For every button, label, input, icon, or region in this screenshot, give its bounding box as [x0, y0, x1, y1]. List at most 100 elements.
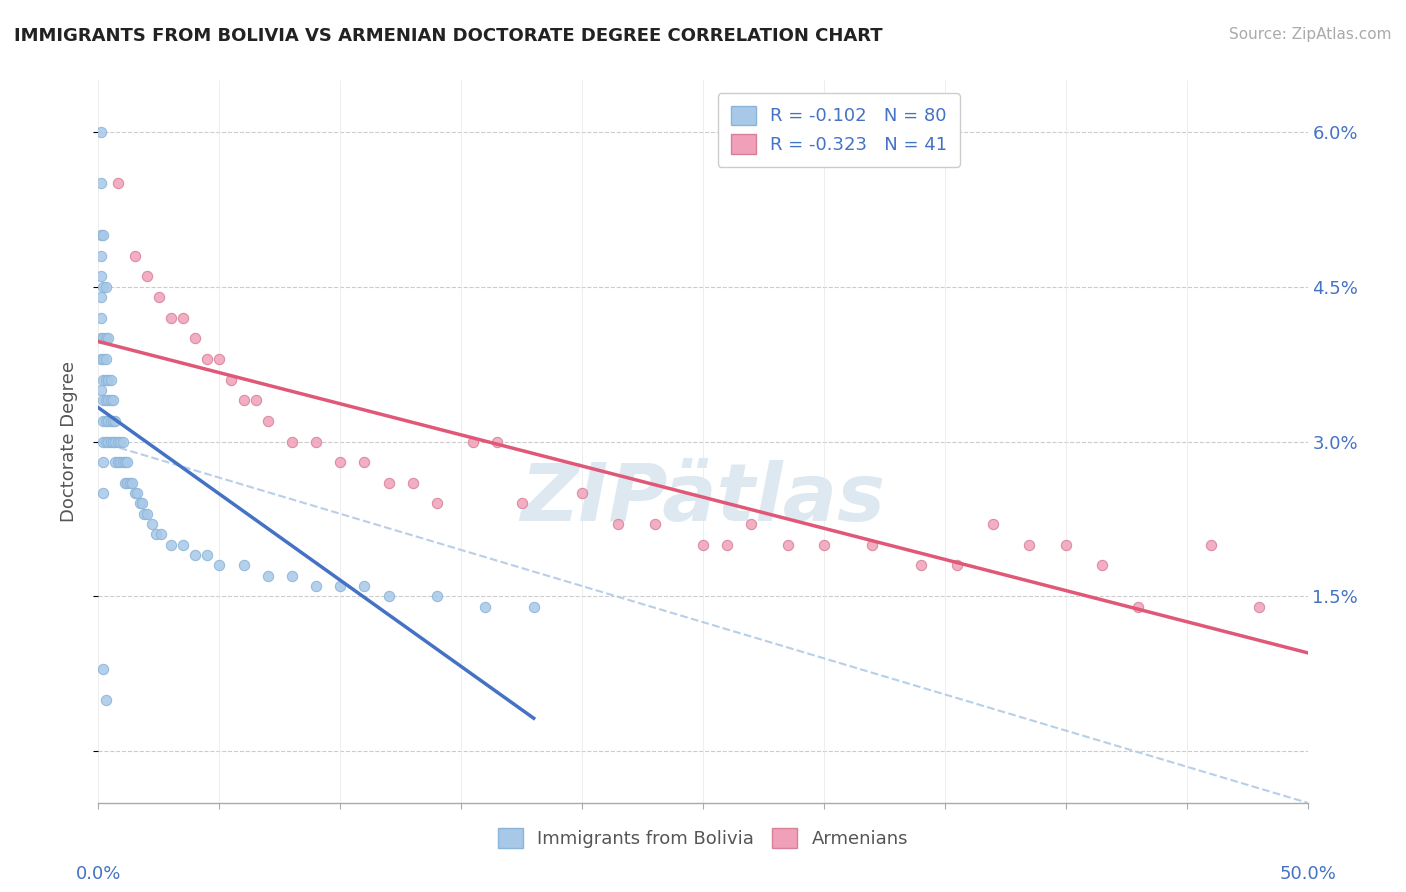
Point [100, 393, 122, 408]
Point [1091, 558, 1114, 573]
Legend: Immigrants from Bolivia, Armenians: Immigrants from Bolivia, Armenians [486, 817, 920, 859]
Point [91, 331, 114, 345]
Point [94, 279, 117, 293]
Point [97, 393, 120, 408]
Point [135, 269, 157, 284]
Point [571, 486, 593, 500]
Point [221, 373, 243, 387]
Point [91, 434, 114, 449]
Point [94, 414, 117, 428]
Point [91, 414, 114, 428]
Point [100, 373, 122, 387]
Point [118, 475, 141, 490]
Point [90, 290, 112, 304]
Point [946, 558, 969, 573]
Point [104, 455, 127, 469]
Point [402, 475, 425, 490]
Point [644, 517, 666, 532]
Point [160, 538, 183, 552]
Point [108, 434, 131, 449]
Point [101, 414, 124, 428]
Text: ZIPätlas: ZIPätlas [520, 460, 886, 539]
Point [90, 125, 112, 139]
Point [114, 475, 136, 490]
Point [91, 455, 114, 469]
Point [90, 331, 112, 345]
Point [90, 351, 112, 366]
Point [90, 383, 112, 397]
Point [145, 527, 167, 541]
Point [124, 486, 146, 500]
Point [91, 393, 114, 408]
Point [486, 434, 509, 449]
Point [90, 228, 112, 243]
Point [117, 455, 139, 469]
Point [1018, 538, 1040, 552]
Point [91, 228, 114, 243]
Point [94, 393, 117, 408]
Point [256, 414, 278, 428]
Point [94, 692, 117, 706]
Point [232, 558, 254, 573]
Point [134, 507, 156, 521]
Point [426, 590, 449, 604]
Point [256, 568, 278, 582]
Point [281, 434, 304, 449]
Point [281, 568, 304, 582]
Point [91, 486, 114, 500]
Y-axis label: Doctorate Degree: Doctorate Degree [59, 361, 77, 522]
Point [329, 455, 352, 469]
Point [94, 373, 117, 387]
Point [172, 310, 194, 325]
Point [90, 310, 112, 325]
Point [208, 558, 231, 573]
Point [172, 538, 194, 552]
Point [910, 558, 932, 573]
Point [108, 455, 131, 469]
Point [510, 496, 533, 510]
Point [128, 496, 150, 510]
Point [90, 177, 112, 191]
Point [160, 310, 183, 325]
Point [127, 486, 149, 500]
Point [353, 455, 375, 469]
Point [463, 434, 485, 449]
Point [90, 249, 112, 263]
Point [305, 434, 328, 449]
Point [860, 538, 883, 552]
Point [111, 455, 134, 469]
Point [377, 475, 399, 490]
Point [607, 517, 630, 532]
Point [114, 455, 136, 469]
Point [97, 331, 120, 345]
Point [377, 590, 399, 604]
Point [117, 475, 139, 490]
Point [107, 455, 129, 469]
Point [305, 579, 328, 593]
Point [111, 434, 134, 449]
Text: IMMIGRANTS FROM BOLIVIA VS ARMENIAN DOCTORATE DEGREE CORRELATION CHART: IMMIGRANTS FROM BOLIVIA VS ARMENIAN DOCT… [14, 27, 883, 45]
Point [91, 351, 114, 366]
Point [101, 434, 124, 449]
Point [1128, 599, 1150, 614]
Point [329, 579, 352, 593]
Text: 50.0%: 50.0% [1279, 864, 1336, 883]
Point [208, 351, 231, 366]
Point [148, 290, 170, 304]
Point [1249, 599, 1271, 614]
Point [150, 527, 173, 541]
Point [523, 599, 546, 614]
Point [94, 331, 117, 345]
Point [107, 434, 129, 449]
Point [813, 538, 835, 552]
Point [692, 538, 714, 552]
Point [91, 279, 114, 293]
Point [107, 177, 129, 191]
Point [91, 373, 114, 387]
Point [426, 496, 449, 510]
Point [776, 538, 799, 552]
Point [232, 393, 254, 408]
Point [100, 414, 122, 428]
Point [184, 331, 207, 345]
Point [184, 548, 207, 562]
